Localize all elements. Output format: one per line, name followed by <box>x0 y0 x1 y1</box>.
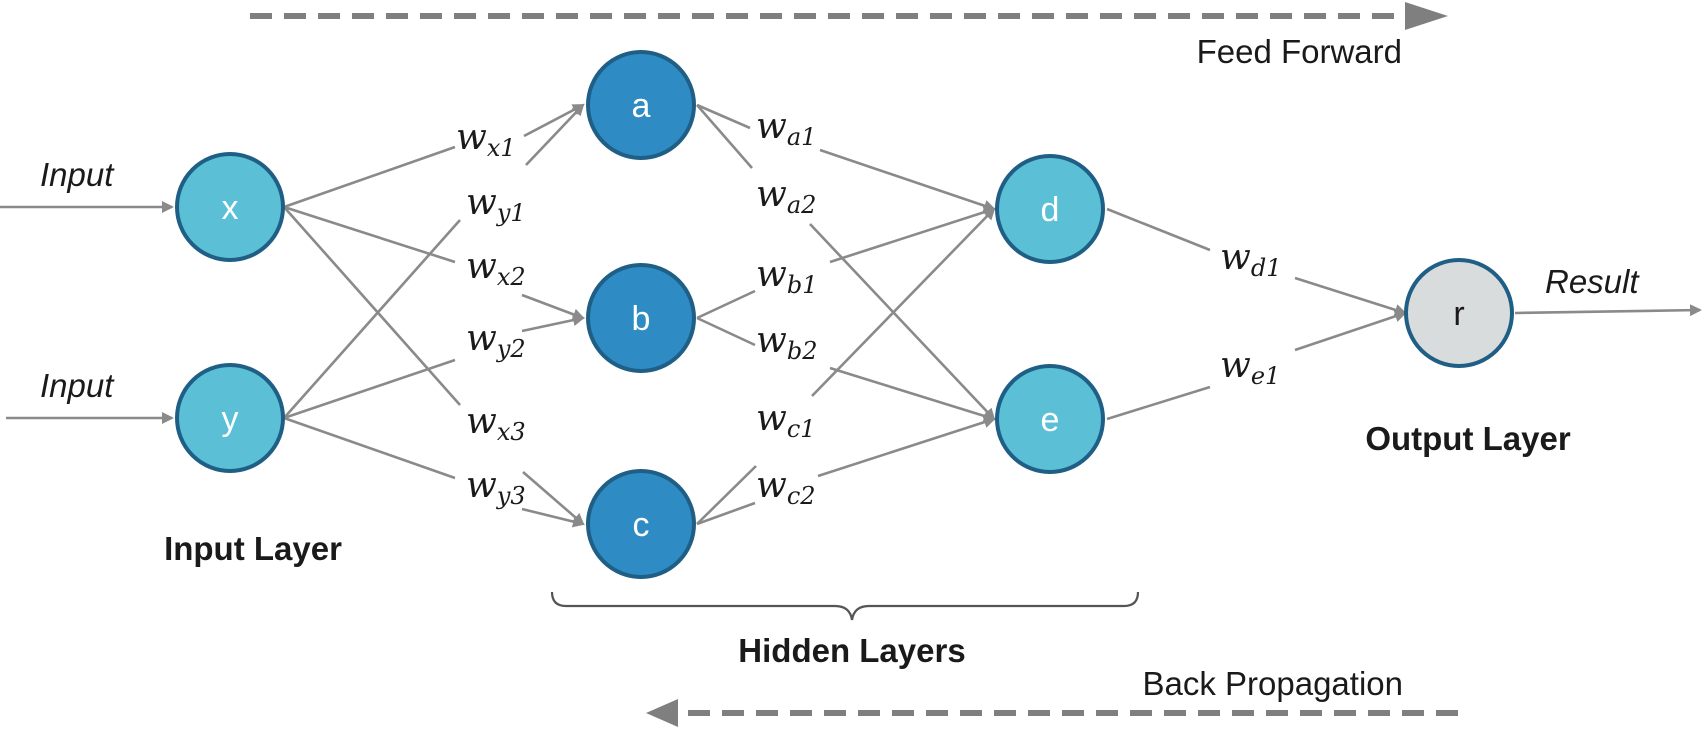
feed-forward-arrow <box>250 2 1448 30</box>
node-r-label: r <box>1453 295 1464 333</box>
edges-hidden1-to-hidden2 <box>696 103 996 526</box>
weight-label-wa2: wa2 <box>756 174 816 219</box>
node-a-label: a <box>632 87 651 125</box>
result-label: Result <box>1545 263 1640 300</box>
hidden-layers-brace <box>550 591 1140 621</box>
weight-label-wb2: wb2 <box>756 320 817 365</box>
feed-forward-label: Feed Forward <box>1197 33 1402 70</box>
node-x-label: x <box>222 189 239 227</box>
weight-label-wc2: wc2 <box>756 465 816 510</box>
edges-hidden2-to-output <box>1106 207 1407 421</box>
node-x: x <box>175 152 285 262</box>
output-layer-label: Output Layer <box>1365 420 1571 457</box>
hidden-layers-label: Hidden Layers <box>738 632 965 669</box>
input-layer-label: Input Layer <box>164 530 342 567</box>
weight-label-wc1: wc1 <box>756 398 816 443</box>
node-c: c <box>586 469 696 579</box>
input-y-label: Input <box>40 367 115 404</box>
node-e: e <box>995 364 1105 474</box>
weight-label-wx2: wx2 <box>466 246 526 291</box>
back-propagation-arrow <box>646 699 1458 727</box>
node-a: a <box>586 50 696 160</box>
weight-label-wx3: wx3 <box>466 401 526 446</box>
weight-label-we1: we1 <box>1220 345 1280 390</box>
edges-input-to-hidden1 <box>283 103 585 528</box>
node-c-label: c <box>633 506 650 544</box>
input-x-label: Input <box>40 156 115 193</box>
node-y-label: y <box>222 400 239 438</box>
weight-label-wb1: wb1 <box>756 254 817 299</box>
back-propagation-label: Back Propagation <box>1142 665 1403 702</box>
node-b: b <box>586 263 696 373</box>
weight-label-wd1: wd1 <box>1220 237 1281 282</box>
node-d-label: d <box>1041 191 1060 229</box>
weight-label-wx1: wx1 <box>456 117 516 162</box>
weight-label-wa1: wa1 <box>756 106 816 151</box>
node-e-label: e <box>1041 401 1060 439</box>
result-arrow <box>1514 304 1702 317</box>
weight-label-wy3: wy3 <box>466 465 526 510</box>
node-r: r <box>1404 258 1514 368</box>
node-b-label: b <box>632 300 651 338</box>
weight-label-wy2: wy2 <box>466 318 526 363</box>
node-y: y <box>175 363 285 473</box>
node-d: d <box>995 154 1105 264</box>
weight-label-wy1: wy1 <box>466 182 526 227</box>
